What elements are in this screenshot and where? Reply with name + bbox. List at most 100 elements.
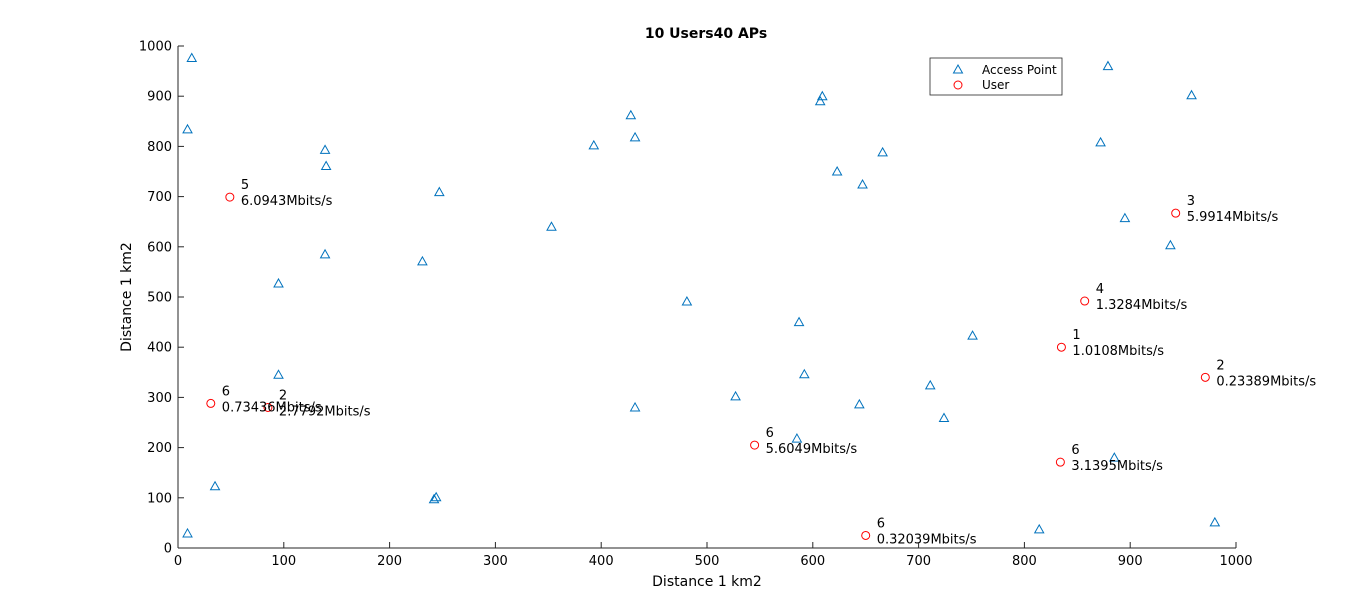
access-point-marker (588, 139, 600, 150)
x-tick-label: 900 (1118, 554, 1143, 569)
y-tick-label: 1000 (139, 40, 172, 55)
access-point-marker (629, 131, 641, 142)
legend-box (929, 57, 1063, 96)
user-marker (750, 440, 760, 450)
access-point-marker (625, 109, 637, 120)
y-tick-label: 900 (147, 90, 172, 105)
access-point-marker (319, 144, 331, 154)
user-ap-label: 2 (279, 388, 287, 403)
plot-area (178, 46, 1236, 548)
y-tick-label: 300 (147, 391, 172, 406)
user-ap-label: 4 (1096, 282, 1104, 297)
access-point-marker (1165, 239, 1176, 250)
access-point-marker (209, 480, 221, 491)
access-point-marker (1095, 136, 1106, 147)
y-tick-label: 400 (147, 341, 172, 356)
user-rate-label: 1.3284Mbits/s (1096, 298, 1188, 313)
access-point-marker (273, 369, 284, 379)
x-tick-label: 800 (1012, 554, 1037, 569)
user-rate-label: 0.23389Mbits/s (1216, 374, 1316, 389)
y-tick-label: 600 (147, 240, 172, 255)
x-axis: 0 100 200 300 400 500 600 700 800 900 1000 (174, 542, 1253, 569)
user-marker (225, 192, 235, 202)
y-axis-label: Distance 1 km2 (119, 242, 135, 352)
access-point-marker (1033, 523, 1045, 534)
x-tick-label: 200 (377, 554, 402, 569)
y-axis: 0 100 200 300 400 500 600 700 800 900 1000 (139, 40, 184, 557)
access-point-marker (428, 493, 440, 504)
access-point-marker (273, 277, 284, 288)
access-point-marker (629, 401, 641, 412)
access-point-marker (681, 295, 693, 306)
access-point-marker (182, 123, 193, 134)
user-rate-label: 5.6049Mbits/s (766, 442, 858, 457)
user-marker (206, 398, 216, 408)
legend-marker-user (953, 80, 963, 90)
user-ap-label: 6 (766, 426, 774, 441)
user-rate-label: 6.0943Mbits/s (241, 194, 333, 209)
user-marker (263, 402, 273, 412)
access-point-marker (857, 179, 868, 189)
x-tick-label: 500 (695, 554, 720, 569)
user-labels-layer: 56.0943Mbits/s 35.9914Mbits/s 41.3284Mbits… (222, 178, 1317, 547)
user-rate-label: 0.32039Mbits/s (877, 532, 977, 547)
y-tick-label: 500 (147, 291, 172, 306)
access-point-marker (417, 255, 428, 266)
legend-marker-access-point (952, 63, 964, 74)
y-ticks: 0 100 200 300 400 500 600 700 800 900 1000 (139, 40, 184, 557)
x-ticks: 0 100 200 300 400 500 600 700 800 900 1000 (174, 542, 1253, 569)
x-tick-label: 1000 (1219, 554, 1252, 569)
legend: Access Point User (929, 57, 1063, 96)
access-point-marker (924, 379, 936, 390)
y-tick-label: 0 (164, 542, 172, 557)
x-tick-label: 600 (800, 554, 825, 569)
user-marker (1080, 296, 1090, 306)
x-tick-label: 100 (271, 554, 296, 569)
user-rate-label: 5.9914Mbits/s (1187, 210, 1279, 225)
access-point-marker (967, 330, 978, 340)
access-point-marker (791, 433, 803, 443)
user-marker (1056, 342, 1066, 352)
access-point-marker (1102, 60, 1114, 71)
x-axis-label: Distance 1 km2 (652, 574, 762, 590)
user-rate-label: 3.1395Mbits/s (1071, 459, 1163, 474)
y-tick-label: 200 (147, 441, 172, 456)
x-tick-label: 700 (906, 554, 931, 569)
access-point-marker (182, 527, 193, 538)
chart-title: 10 Users40 APs (645, 26, 767, 42)
user-rate-label: 0.73436Mbits/s (222, 400, 322, 415)
user-ap-label: 6 (1071, 443, 1079, 458)
access-point-marker (433, 186, 445, 197)
user-ap-label: 5 (241, 178, 249, 193)
access-point-marker (1186, 89, 1197, 100)
x-tick-label: 400 (589, 554, 614, 569)
user-rate-label: 1.0108Mbits/s (1072, 344, 1164, 359)
access-point-marker (319, 248, 331, 259)
x-tick-label: 0 (174, 554, 182, 569)
access-point-marker (798, 368, 810, 379)
access-point-marker (1119, 212, 1131, 223)
user-marker (1055, 457, 1065, 467)
user-ap-label: 2 (1216, 358, 1224, 373)
legend-label-access-point: Access Point (982, 63, 1057, 77)
access-point-marker (1108, 452, 1120, 462)
user-marker (1200, 372, 1210, 382)
access-point-marker (546, 221, 557, 231)
user-marker (1171, 208, 1181, 218)
legend-label-user: User (982, 78, 1009, 92)
x-tick-label: 300 (483, 554, 508, 569)
access-point-marker (430, 491, 442, 502)
access-point-marker (1209, 516, 1221, 527)
access-point-marker (814, 95, 826, 106)
access-point-marker (938, 412, 950, 422)
access-point-marker (793, 316, 805, 327)
access-point-marker (186, 52, 198, 63)
series-layer (182, 52, 1221, 540)
access-point-marker (831, 165, 843, 176)
user-ap-label: 6 (222, 384, 230, 399)
access-point-marker (320, 160, 332, 170)
access-point-marker (730, 390, 741, 401)
y-tick-label: 800 (147, 140, 172, 155)
y-tick-label: 100 (147, 491, 172, 506)
